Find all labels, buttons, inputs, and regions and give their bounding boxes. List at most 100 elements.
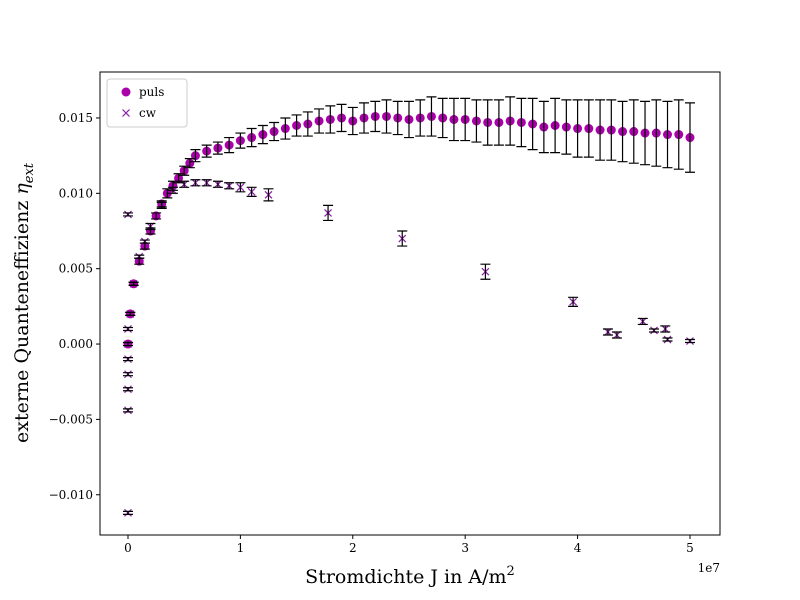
error-bar <box>673 99 684 170</box>
error-bar <box>482 99 493 146</box>
error-bar <box>381 99 392 134</box>
error-bar <box>212 180 223 188</box>
error-bar <box>122 372 133 377</box>
error-bar <box>572 99 583 158</box>
error-bar <box>122 341 133 347</box>
error-bar <box>201 144 212 158</box>
legend-label: puls <box>139 85 164 99</box>
error-bar <box>162 188 173 199</box>
error-bar <box>662 337 673 342</box>
error-bar <box>370 100 381 133</box>
error-bar <box>505 96 516 146</box>
error-bar <box>122 357 133 362</box>
x-tick-label: 5 <box>686 541 694 555</box>
error-bar <box>291 114 302 137</box>
legend-marker <box>121 87 131 97</box>
error-bar <box>550 97 561 154</box>
error-bar <box>314 108 325 134</box>
error-bar <box>201 179 212 187</box>
y-label-text: externe Quanteneffizienz <box>11 195 33 443</box>
error-bar <box>606 99 617 161</box>
error-bar <box>649 328 660 333</box>
error-bar <box>660 325 671 333</box>
error-bar <box>480 263 491 280</box>
error-bar <box>595 99 606 161</box>
error-bar <box>224 136 235 154</box>
x-tick-label: 0 <box>124 541 132 555</box>
error-bar <box>568 296 579 307</box>
y-label-symbol: η <box>11 183 33 195</box>
error-bar <box>336 103 347 133</box>
error-bar <box>662 100 673 169</box>
error-bar <box>122 408 133 413</box>
error-bar <box>122 387 133 392</box>
error-bar <box>493 99 504 146</box>
error-bar <box>134 254 145 259</box>
error-bar <box>212 141 223 155</box>
error-bar <box>224 182 235 190</box>
error-bar <box>471 99 482 143</box>
error-bar <box>347 106 358 136</box>
error-bar <box>128 281 139 286</box>
y-tick-label: −0.005 <box>49 412 93 426</box>
error-bar <box>561 99 572 155</box>
error-bar <box>246 127 257 148</box>
x-offset-label: 1e7 <box>698 561 720 575</box>
x-tick-label: 1 <box>237 541 245 555</box>
error-bar <box>151 212 162 220</box>
error-bar <box>460 97 471 142</box>
error-bar <box>190 179 201 187</box>
x-axis-label: Stromdichte J in A/m2 <box>305 564 515 588</box>
error-bars <box>122 179 695 515</box>
error-bar <box>527 97 538 151</box>
y-axis-label: externe Quanteneffizienz ηext <box>11 162 37 443</box>
y-tick-label: 0.015 <box>59 111 93 125</box>
error-bar <box>302 111 313 137</box>
error-bar <box>122 510 133 515</box>
error-bar <box>426 96 437 137</box>
x-tick-label: 2 <box>349 541 357 555</box>
legend: puls cw <box>106 78 188 128</box>
error-bar <box>617 100 628 163</box>
error-bar <box>397 230 408 247</box>
error-bar <box>640 100 651 166</box>
error-bar <box>538 100 549 154</box>
x-tick-label: 3 <box>461 541 469 555</box>
error-bar <box>122 326 133 332</box>
error-bar <box>651 99 662 167</box>
error-bar <box>269 121 280 142</box>
error-bar <box>437 97 448 139</box>
error-bar <box>125 311 136 317</box>
error-bar <box>583 99 594 158</box>
error-bar <box>628 99 639 164</box>
error-bar <box>190 149 201 163</box>
error-bar <box>179 180 190 188</box>
error-bar <box>173 173 184 184</box>
error-bar <box>684 338 695 344</box>
error-bar <box>684 102 695 173</box>
x-label-sup: 2 <box>507 564 515 579</box>
x-label-text: Stromdichte J in A/m <box>305 566 506 588</box>
plot-area <box>100 72 720 535</box>
error-bar <box>246 186 257 197</box>
error-bar <box>323 204 334 222</box>
error-bar <box>516 97 527 148</box>
error-bar <box>167 186 178 194</box>
error-bar <box>145 222 156 231</box>
error-bar <box>156 201 167 209</box>
error-bar <box>415 99 426 137</box>
plot-frame <box>99 71 721 536</box>
y-tick-label: −0.010 <box>49 488 93 502</box>
error-bar <box>179 165 190 176</box>
error-bar <box>637 317 648 326</box>
error-bar <box>263 188 274 202</box>
error-bar <box>122 212 133 217</box>
y-label-sub: ext <box>22 162 37 183</box>
error-bar <box>448 97 459 142</box>
y-tick-label: 0.000 <box>59 337 93 351</box>
error-bar <box>325 105 336 134</box>
y-tick-label: 0.010 <box>59 186 93 200</box>
error-bar <box>184 158 195 169</box>
